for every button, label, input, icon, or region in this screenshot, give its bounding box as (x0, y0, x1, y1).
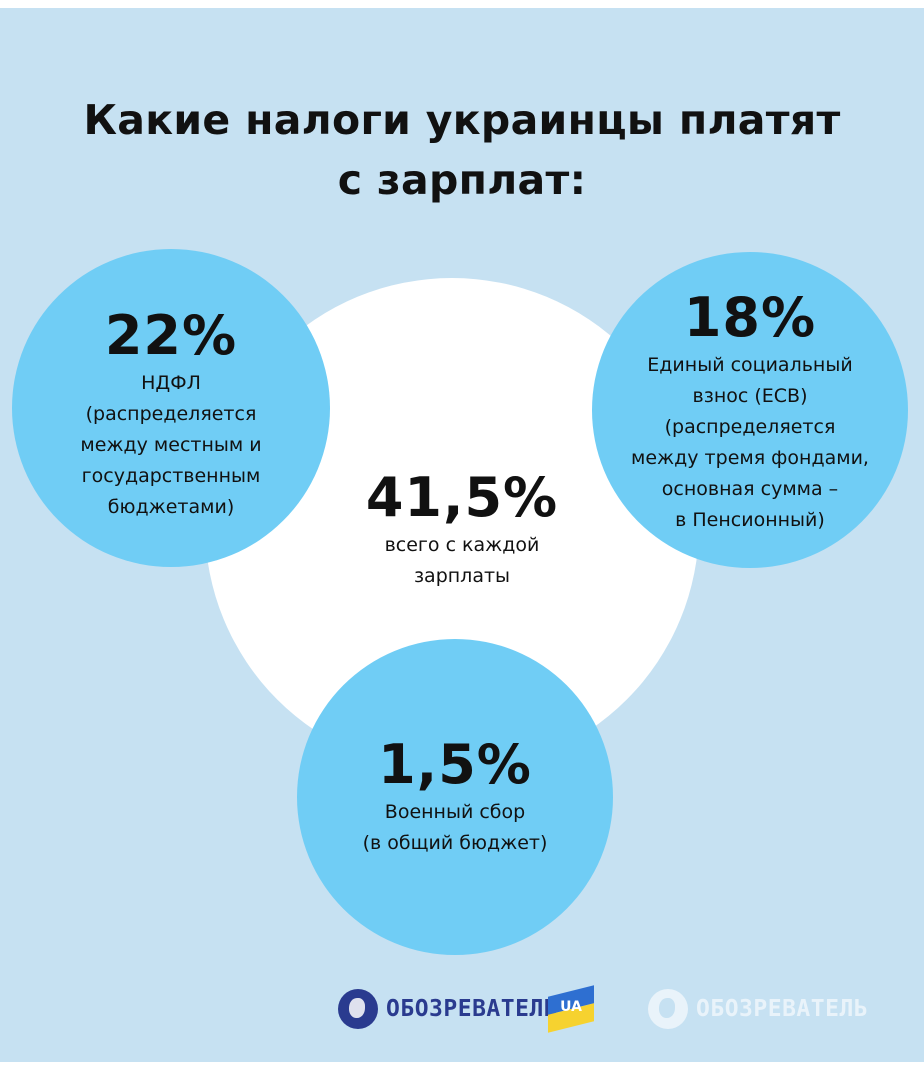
infographic-title: Какие налоги украинцы платят с зарплат: (0, 90, 924, 210)
watermark-text: ОБОЗРЕВАТЕЛЬ (696, 996, 869, 1022)
esv-line: взнос (ЕСВ) (692, 385, 808, 407)
infographic: Какие налоги украинцы платят с зарплат: … (0, 8, 924, 1062)
total-line: всего с каждой (384, 534, 540, 556)
ndfl-percent: 22% (104, 304, 238, 367)
logo-text: ОБОЗРЕВАТЕЛЬ (386, 996, 559, 1022)
ndfl-line: между местным и (80, 434, 262, 456)
military-percent: 1,5% (378, 733, 532, 796)
military-block: 1,5% Военный сбор (в общий бюджет) (297, 733, 613, 859)
esv-circle (592, 252, 908, 568)
ndfl-circle (12, 249, 330, 567)
ndfl-line: НДФЛ (141, 372, 201, 394)
total-percent: 41,5% (365, 466, 559, 529)
esv-block: 18% Единый социальный взнос (ЕСВ) (распр… (592, 286, 908, 536)
globe-icon (338, 989, 378, 1029)
ndfl-line: (распределяется (85, 403, 257, 425)
military-line: (в общий бюджет) (362, 832, 548, 854)
esv-line: основная сумма – (661, 478, 839, 500)
military-line: Военный сбор (384, 801, 526, 823)
military-circle (297, 639, 613, 955)
ndfl-line: бюджетами) (107, 496, 235, 518)
esv-line: Единый социальный (647, 354, 853, 376)
obozrevatel-watermark: ОБОЗРЕВАТЕЛЬ (648, 986, 868, 1032)
ukraine-flag-icon: UA (548, 985, 595, 1033)
globe-icon (648, 989, 688, 1029)
ndfl-line: государственным (81, 465, 261, 487)
title-line-2: с зарплат: (337, 156, 587, 204)
total-block: 41,5% всего с каждой зарплаты (305, 466, 619, 592)
esv-line: между тремя фондами, (631, 447, 869, 469)
esv-percent: 18% (683, 286, 817, 349)
esv-line: (распределяется (664, 416, 836, 438)
ndfl-block: 22% НДФЛ (распределяется между местным и… (12, 304, 330, 523)
obozrevatel-logo: ОБОЗРЕВАТЕЛЬ UA (338, 985, 595, 1033)
title-line-1: Какие налоги украинцы платят (83, 96, 841, 144)
total-line: зарплаты (413, 565, 511, 587)
logo-suffix: UA (560, 999, 582, 1015)
esv-line: в Пенсионный) (675, 509, 825, 531)
